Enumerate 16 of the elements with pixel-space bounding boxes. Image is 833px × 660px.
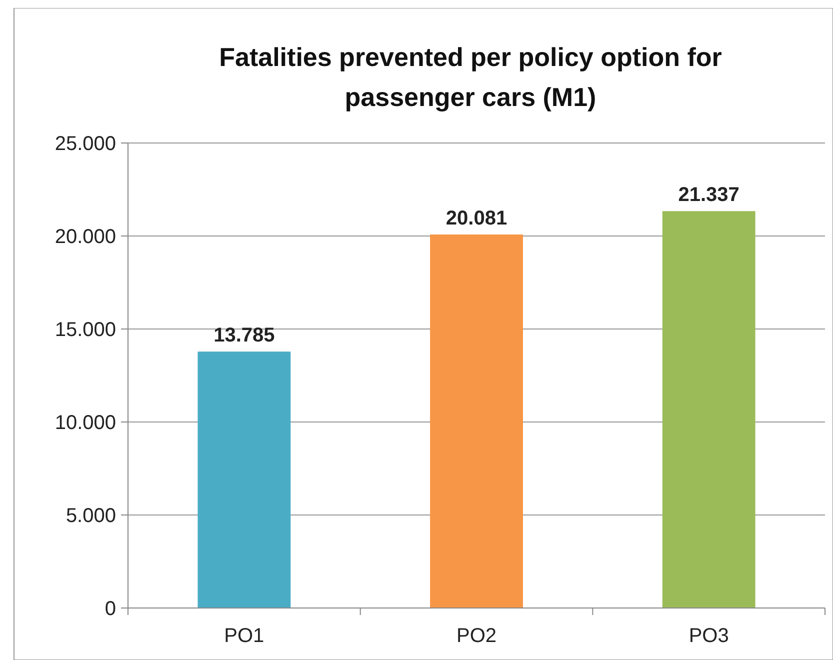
y-tick-label: 5.000 <box>66 505 116 527</box>
data-label: 21.337 <box>678 184 740 206</box>
bar <box>198 352 291 608</box>
x-tick-label: PO3 <box>688 625 729 647</box>
y-tick-label: 15.000 <box>54 319 116 341</box>
chart-title: Fatalities prevented per policy option for passenger cars (M1) <box>219 42 722 112</box>
bar <box>662 211 756 608</box>
y-tick-label: 25.000 <box>54 133 116 155</box>
x-tick-label: PO1 <box>224 625 264 647</box>
y-tick-label: 0 <box>104 598 116 620</box>
y-tick-label: 20.000 <box>54 226 116 248</box>
x-tick-label: PO2 <box>456 625 497 647</box>
data-label: 20.081 <box>446 207 508 230</box>
y-tick-label: 10.000 <box>54 412 116 434</box>
bar <box>430 234 523 608</box>
data-label: 13.785 <box>214 324 275 347</box>
